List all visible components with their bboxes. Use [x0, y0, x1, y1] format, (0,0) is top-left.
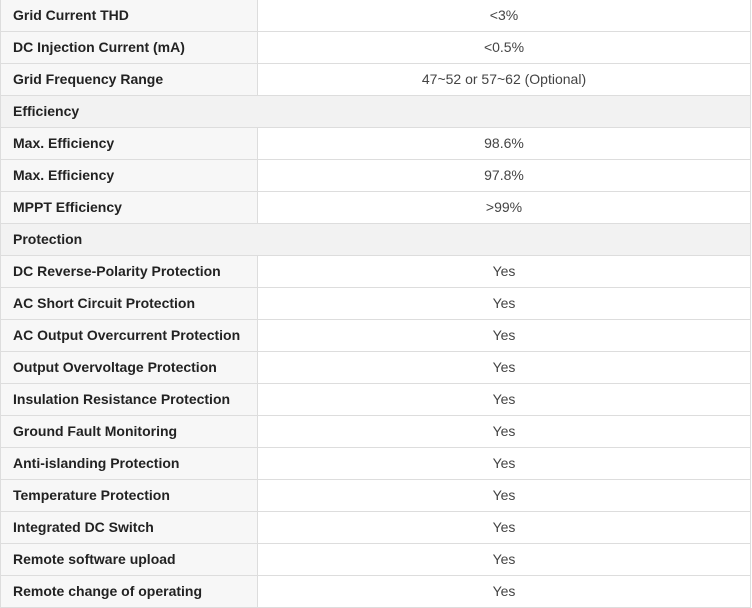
table-row: AC Short Circuit Protection Yes	[0, 287, 751, 320]
table-row: MPPT Efficiency >99%	[0, 191, 751, 224]
spec-label: MPPT Efficiency	[0, 191, 258, 224]
spec-value: 97.8%	[257, 159, 751, 192]
spec-value: Yes	[257, 383, 751, 416]
spec-value: 98.6%	[257, 127, 751, 160]
table-row: Grid Frequency Range 47~52 or 57~62 (Opt…	[0, 63, 751, 96]
section-header-row: Efficiency	[0, 95, 751, 128]
spec-value: Yes	[257, 575, 751, 608]
table-row: Integrated DC Switch Yes	[0, 511, 751, 544]
spec-label: DC Reverse-Polarity Protection	[0, 255, 258, 288]
spec-value: >99%	[257, 191, 751, 224]
spec-label: AC Short Circuit Protection	[0, 287, 258, 320]
spec-label: Max. Efficiency	[0, 159, 258, 192]
section-heading-protection: Protection	[0, 223, 751, 256]
spec-label: Output Overvoltage Protection	[0, 351, 258, 384]
table-row: Max. Efficiency 98.6%	[0, 127, 751, 160]
spec-value: 47~52 or 57~62 (Optional)	[257, 63, 751, 96]
table-row: Max. Efficiency 97.8%	[0, 159, 751, 192]
spec-value: <0.5%	[257, 31, 751, 64]
table-row: DC Injection Current (mA) <0.5%	[0, 31, 751, 64]
spec-label: Remote change of operating	[0, 575, 258, 608]
spec-label: Temperature Protection	[0, 479, 258, 512]
spec-label: Grid Current THD	[0, 0, 258, 32]
spec-label: AC Output Overcurrent Protection	[0, 319, 258, 352]
spec-value: Yes	[257, 255, 751, 288]
table-row: Output Overvoltage Protection Yes	[0, 351, 751, 384]
table-row: Ground Fault Monitoring Yes	[0, 415, 751, 448]
spec-label: Remote software upload	[0, 543, 258, 576]
section-heading-efficiency: Efficiency	[0, 95, 751, 128]
spec-label: Integrated DC Switch	[0, 511, 258, 544]
table-row: Remote change of operating Yes	[0, 575, 751, 608]
spec-value: Yes	[257, 479, 751, 512]
table-row: AC Output Overcurrent Protection Yes	[0, 319, 751, 352]
spec-label: DC Injection Current (mA)	[0, 31, 258, 64]
spec-value: Yes	[257, 319, 751, 352]
spec-value: Yes	[257, 543, 751, 576]
spec-label: Anti-islanding Protection	[0, 447, 258, 480]
section-header-row: Protection	[0, 223, 751, 256]
table-row: Temperature Protection Yes	[0, 479, 751, 512]
spec-label: Grid Frequency Range	[0, 63, 258, 96]
spec-value: Yes	[257, 287, 751, 320]
spec-value: Yes	[257, 511, 751, 544]
table-row: Anti-islanding Protection Yes	[0, 447, 751, 480]
spec-value: <3%	[257, 0, 751, 32]
spec-value: Yes	[257, 351, 751, 384]
spec-label: Ground Fault Monitoring	[0, 415, 258, 448]
spec-value: Yes	[257, 415, 751, 448]
spec-label: Max. Efficiency	[0, 127, 258, 160]
table-row: Insulation Resistance Protection Yes	[0, 383, 751, 416]
table-row: DC Reverse-Polarity Protection Yes	[0, 255, 751, 288]
spec-value: Yes	[257, 447, 751, 480]
table-row: Remote software upload Yes	[0, 543, 751, 576]
spec-label: Insulation Resistance Protection	[0, 383, 258, 416]
table-row: Grid Current THD <3%	[0, 0, 751, 32]
